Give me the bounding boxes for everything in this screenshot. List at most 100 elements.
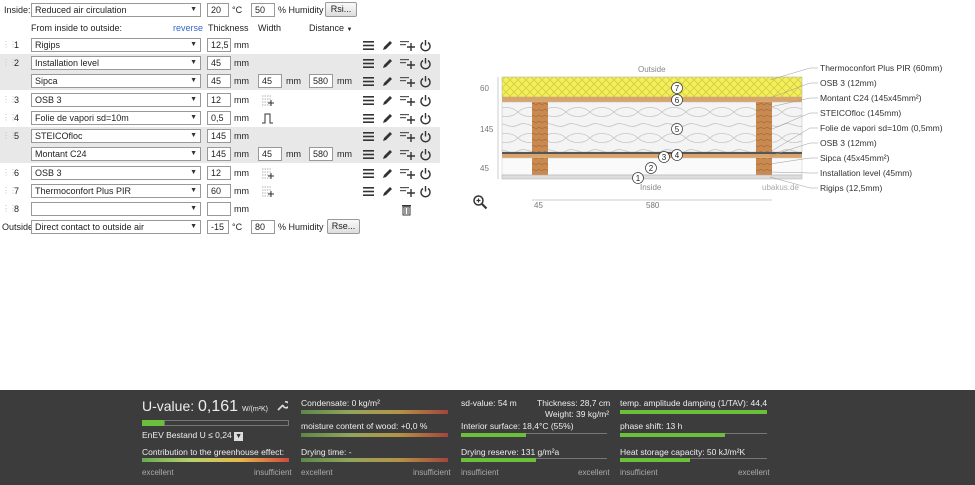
add-layer-icon[interactable] (400, 148, 416, 161)
layer-thickness-input[interactable]: 145 (207, 147, 231, 161)
width-header: Width (258, 23, 282, 33)
inside-air-select[interactable]: Reduced air circulation ▼ (31, 3, 201, 17)
inside-humidity-input[interactable]: 50 (251, 3, 275, 17)
layer-material-select[interactable]: ▼ (31, 202, 201, 216)
phase-shift-track (725, 433, 767, 437)
hatch-add-icon[interactable] (261, 184, 274, 197)
layer-thickness-unit: mm (234, 58, 249, 68)
rse-button[interactable]: Rse... (327, 219, 360, 234)
drag-handle-icon[interactable]: ⋮⋮ (2, 204, 17, 213)
layer-material-select[interactable]: Installation level ▼ (31, 56, 201, 70)
zoom-in-icon[interactable] (472, 194, 488, 210)
layer-thickness-input[interactable]: 12 (207, 93, 231, 107)
layer-material-select[interactable]: Montant C24 ▼ (31, 147, 201, 161)
distance-header[interactable]: Distance ▼ (309, 23, 352, 36)
pencil-icon[interactable] (381, 94, 394, 107)
layer-material-value: STEICOfloc (35, 131, 83, 141)
drag-handle-icon[interactable]: ⋮⋮ (2, 132, 17, 140)
pencil-icon[interactable] (381, 167, 394, 180)
layer-material-select[interactable]: OSB 3 ▼ (31, 93, 201, 107)
uvalue-bar (142, 420, 164, 426)
hatch-add-icon[interactable] (261, 93, 274, 106)
layer-width-input[interactable]: 45 (258, 147, 282, 161)
layer-distance-input[interactable]: 580 (309, 147, 333, 161)
results-panel: U-value: 0,161 W/(m²K) EnEV Bestand U ≤ … (0, 390, 975, 485)
pencil-icon[interactable] (381, 39, 394, 52)
marker-3: 3 (662, 153, 667, 162)
layer-material-select[interactable]: OSB 3 ▼ (31, 166, 201, 180)
power-icon[interactable] (419, 94, 432, 107)
menu-icon[interactable] (362, 75, 375, 88)
layer-thickness-input[interactable] (207, 202, 231, 216)
layer-material-select[interactable]: Folie de vapori sd=10m ▼ (31, 111, 201, 125)
layer-thickness-input[interactable]: 45 (207, 56, 231, 70)
layer-material-select[interactable]: Sipca ▼ (31, 74, 201, 88)
add-layer-icon[interactable] (400, 112, 416, 125)
layer-thickness-input[interactable]: 145 (207, 129, 231, 143)
pulse-icon[interactable] (261, 111, 274, 124)
layer-width-input[interactable]: 45 (258, 74, 282, 88)
pencil-icon[interactable] (381, 112, 394, 125)
layer-distance-input[interactable]: 580 (309, 74, 333, 88)
menu-icon[interactable] (362, 57, 375, 70)
chevron-down-icon: ▼ (190, 150, 197, 157)
add-layer-icon[interactable] (400, 57, 416, 70)
layer-thickness-input[interactable]: 0,5 (207, 111, 231, 125)
power-icon[interactable] (419, 167, 432, 180)
add-layer-icon[interactable] (400, 185, 416, 198)
pencil-icon[interactable] (381, 185, 394, 198)
drag-handle-icon[interactable]: ⋮⋮ (2, 186, 17, 195)
drying-reserve-label: Drying reserve: 131 g/m²a (461, 447, 560, 457)
menu-icon[interactable] (362, 148, 375, 161)
diagram-watermark: ubakus.de (762, 183, 799, 192)
inside-temp-input[interactable]: 20 (207, 3, 229, 17)
add-layer-icon[interactable] (400, 39, 416, 52)
drag-handle-icon[interactable]: ⋮⋮ (2, 113, 17, 122)
drag-handle-icon[interactable]: ⋮⋮ (2, 168, 17, 177)
outside-humidity-input[interactable]: 80 (251, 220, 275, 234)
reverse-link[interactable]: reverse (173, 23, 204, 33)
menu-icon[interactable] (362, 167, 375, 180)
layer-material-select[interactable]: STEICOfloc ▼ (31, 129, 201, 143)
pencil-icon[interactable] (381, 148, 394, 161)
trash-icon[interactable] (400, 203, 413, 216)
layer-material-select[interactable]: Rigips ▼ (31, 38, 201, 52)
layer-material-select[interactable]: Thermoconfort Plus PIR ▼ (31, 184, 201, 198)
enev-standard[interactable]: EnEV Bestand U ≤ 0,24 ▼ (142, 430, 244, 441)
outside-air-select[interactable]: Direct contact to outside air ▼ (31, 220, 201, 234)
layer-thickness-unit: mm (234, 95, 249, 105)
wrench-icon[interactable] (276, 400, 288, 412)
layer-thickness-input[interactable]: 12,5 (207, 38, 231, 52)
scale-excellent: excellent (301, 468, 333, 477)
menu-icon[interactable] (362, 185, 375, 198)
power-icon[interactable] (419, 185, 432, 198)
layer-thickness-input[interactable]: 60 (207, 184, 231, 198)
layer-thickness-unit: mm (234, 186, 249, 196)
menu-icon[interactable] (362, 39, 375, 52)
power-icon[interactable] (419, 148, 432, 161)
add-layer-icon[interactable] (400, 94, 416, 107)
pencil-icon[interactable] (381, 130, 394, 143)
drag-handle-icon[interactable]: ⋮⋮ (2, 59, 17, 67)
menu-icon[interactable] (362, 130, 375, 143)
outside-temp-input[interactable]: -15 (207, 220, 229, 234)
pencil-icon[interactable] (381, 75, 394, 88)
power-icon[interactable] (419, 39, 432, 52)
menu-icon[interactable] (362, 112, 375, 125)
add-layer-icon[interactable] (400, 75, 416, 88)
drag-handle-icon[interactable]: ⋮⋮ (2, 95, 17, 104)
drag-handle-icon[interactable]: ⋮⋮ (2, 40, 17, 49)
rsi-button[interactable]: Rsi... (325, 2, 357, 17)
layer-thickness-input[interactable]: 45 (207, 74, 231, 88)
power-icon[interactable] (419, 130, 432, 143)
power-icon[interactable] (419, 57, 432, 70)
menu-icon[interactable] (362, 94, 375, 107)
marker-2: 2 (649, 164, 654, 173)
add-layer-icon[interactable] (400, 167, 416, 180)
power-icon[interactable] (419, 75, 432, 88)
layer-thickness-input[interactable]: 12 (207, 166, 231, 180)
add-layer-icon[interactable] (400, 130, 416, 143)
power-icon[interactable] (419, 112, 432, 125)
pencil-icon[interactable] (381, 57, 394, 70)
hatch-add-icon[interactable] (261, 166, 274, 179)
